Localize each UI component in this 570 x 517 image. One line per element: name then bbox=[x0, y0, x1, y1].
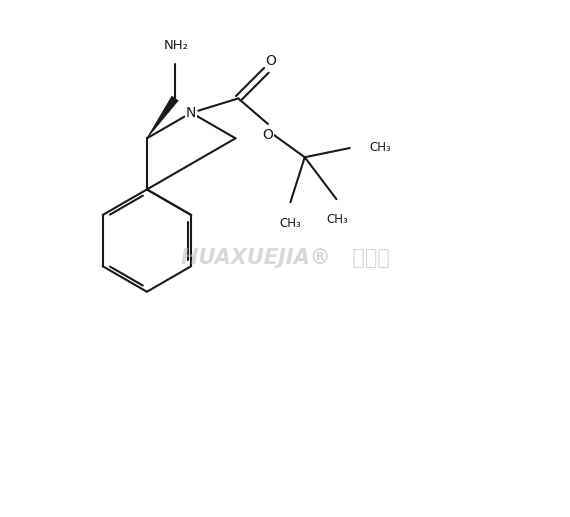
Text: N: N bbox=[186, 106, 197, 120]
Text: O: O bbox=[262, 128, 274, 142]
Polygon shape bbox=[147, 96, 178, 139]
Text: NH₂: NH₂ bbox=[164, 39, 189, 52]
Text: CH₃: CH₃ bbox=[369, 141, 391, 154]
Text: O: O bbox=[265, 54, 276, 68]
Text: HUAXUEJIA®   化学加: HUAXUEJIA® 化学加 bbox=[181, 249, 389, 268]
Text: CH₃: CH₃ bbox=[327, 214, 348, 226]
Text: CH₃: CH₃ bbox=[279, 217, 302, 230]
